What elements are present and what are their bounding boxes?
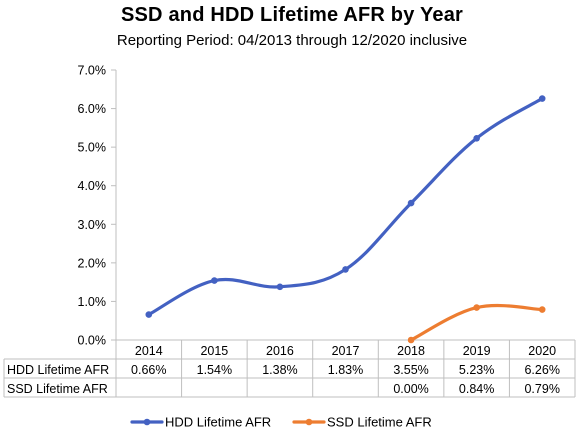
table-value-cell: 0.00%: [393, 382, 428, 396]
y-tick-label: 1.0%: [78, 295, 107, 309]
data-point: [407, 199, 415, 207]
data-point: [145, 311, 153, 318]
x-category-label: 2015: [200, 344, 228, 358]
data-point: [538, 306, 546, 313]
data-point: [276, 283, 284, 291]
data-point: [407, 336, 415, 344]
data-point: [473, 304, 480, 311]
table-value-cell: 3.55%: [393, 363, 428, 377]
table-series-name: HDD Lifetime AFR: [7, 363, 109, 377]
y-tick-label: 4.0%: [78, 179, 107, 193]
x-category-label: 2019: [463, 344, 491, 358]
table-value-cell: 1.54%: [197, 363, 232, 377]
x-category-label: 2014: [135, 344, 163, 358]
x-category-label: 2017: [332, 344, 360, 358]
y-tick-label: 5.0%: [78, 141, 107, 155]
series-line-1: [147, 96, 544, 317]
y-tick-label: 6.0%: [78, 102, 107, 116]
data-point: [342, 266, 349, 273]
chart-subtitle: Reporting Period: 04/2013 through 12/202…: [116, 32, 468, 49]
legend-marker: [143, 418, 151, 426]
data-point: [473, 134, 480, 142]
chart-title: SSD and HDD Lifetime AFR by Year: [120, 4, 464, 26]
data-point: [538, 95, 546, 102]
y-tick-label: 2.0%: [78, 256, 107, 270]
table-value-cell: 1.83%: [328, 363, 363, 377]
y-tick-label: 0.0%: [78, 334, 107, 348]
table-series-name: SSD Lifetime AFR: [7, 382, 108, 396]
table-value-cell: 0.84%: [459, 382, 494, 396]
y-tick-label: 3.0%: [78, 218, 107, 232]
x-category-label: 2018: [397, 344, 425, 358]
legend-label: HDD Lifetime AFR: [165, 415, 271, 430]
table-value-cell: 0.79%: [524, 382, 559, 396]
x-category-label: 2020: [528, 344, 556, 358]
table-value-cell: 6.26%: [524, 363, 559, 377]
y-tick-label: 7.0%: [78, 64, 107, 78]
table-value-cell: 5.23%: [459, 363, 494, 377]
data-point: [211, 277, 218, 284]
table-value-cell: 0.66%: [131, 363, 166, 377]
legend-label: SSD Lifetime AFR: [327, 415, 432, 430]
x-category-label: 2016: [266, 344, 294, 358]
table-value-cell: 1.38%: [262, 363, 297, 377]
legend-marker: [305, 418, 313, 426]
